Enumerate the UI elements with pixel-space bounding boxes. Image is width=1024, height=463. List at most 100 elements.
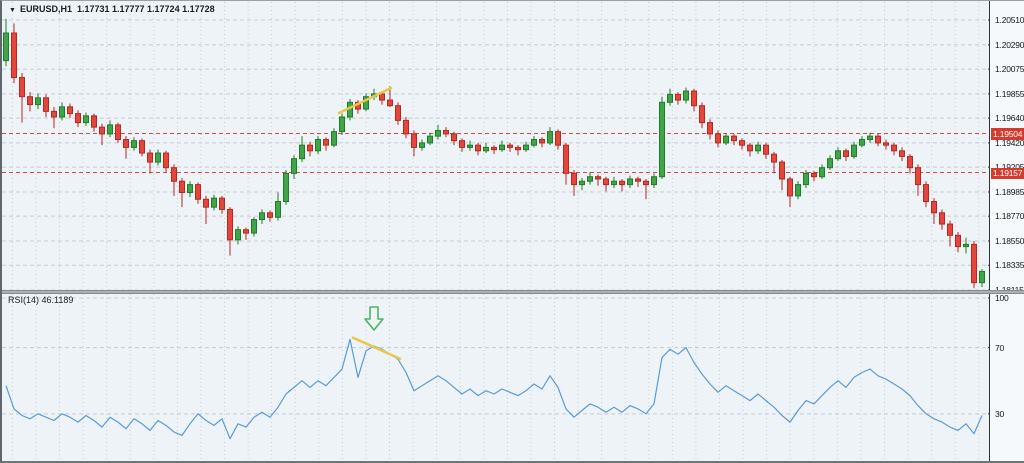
candle [803, 172, 809, 186]
candle [715, 133, 721, 144]
candle [387, 99, 393, 107]
candle [595, 176, 601, 180]
candle [483, 146, 489, 152]
candle [27, 96, 33, 106]
candle [627, 178, 633, 186]
candle [99, 126, 105, 135]
price-axis-label: 1.19640 [995, 113, 1024, 124]
candle [299, 144, 305, 160]
candle [147, 152, 153, 163]
candle [411, 133, 417, 148]
price-axis-label: 1.18335 [995, 260, 1024, 271]
chevron-down-icon[interactable]: ▼ [9, 7, 16, 14]
candle [155, 152, 161, 163]
candle [171, 167, 177, 182]
candle [139, 140, 145, 154]
price-level-tag: 1.19504 [991, 128, 1024, 140]
candle [131, 140, 137, 148]
price-axis[interactable]: 1.20510 1.20290 1.20075 1.19855 1.19640 1.194… [989, 1, 1024, 461]
candle [691, 90, 697, 107]
candle [931, 201, 937, 214]
candle [651, 176, 657, 186]
candle [83, 115, 89, 124]
candle [939, 212, 945, 225]
price-axis-label: 1.19205 [995, 162, 1024, 172]
candle [43, 97, 49, 112]
price-trendline[interactable] [337, 86, 393, 115]
candle [819, 167, 825, 178]
candle [571, 172, 577, 186]
candle [563, 144, 569, 174]
candle [515, 146, 521, 151]
rsi-trendline[interactable] [351, 336, 402, 360]
candle [459, 140, 465, 148]
price-axis-label: 100 [995, 292, 1009, 303]
candle [75, 113, 81, 124]
candle [731, 135, 737, 142]
candle [107, 124, 113, 135]
candle [227, 208, 233, 241]
down-arrow-icon[interactable] [364, 306, 384, 331]
candle [243, 229, 249, 234]
candle [587, 176, 593, 182]
candle [419, 142, 425, 148]
rsi-value: 46.1189 [41, 295, 74, 305]
candle [475, 144, 481, 152]
candle [195, 184, 201, 200]
candle [427, 135, 433, 144]
candle [67, 106, 73, 115]
candle [755, 144, 761, 152]
candle [675, 93, 681, 101]
candle [203, 198, 209, 208]
candle [267, 212, 273, 218]
candle [363, 96, 369, 110]
candle [555, 131, 561, 146]
candle [859, 139, 865, 146]
candle [899, 150, 905, 157]
candle [875, 135, 881, 144]
candle [499, 144, 505, 151]
candle [507, 144, 513, 148]
panel-separator[interactable] [2, 290, 1024, 294]
candle [187, 184, 193, 194]
candle [635, 178, 641, 182]
price-level-tag: 1.19157 [991, 167, 1024, 180]
candle [115, 124, 121, 141]
quote-ohlc-label: 1.17731 1.17777 1.17724 1.17728 [76, 4, 215, 14]
candle [947, 223, 953, 236]
candle [275, 201, 281, 218]
candle [795, 184, 801, 197]
price-axis-label: 1.18770 [995, 211, 1024, 222]
candle [883, 142, 889, 146]
rsi-indicator-label: RSI(14) 46.1189 [8, 295, 73, 305]
price-axis-label: 1.18550 [995, 235, 1024, 246]
candle [771, 153, 777, 163]
candle [867, 135, 873, 141]
candle [235, 229, 241, 241]
candle [579, 180, 585, 186]
candle [907, 155, 913, 169]
candle [219, 197, 225, 210]
candle [979, 270, 985, 284]
price-axis-label: 1.18985 [995, 186, 1024, 197]
candle [763, 144, 769, 155]
candle [851, 144, 857, 157]
candle [435, 130, 441, 137]
candle [491, 146, 497, 151]
candle [955, 234, 961, 248]
candle [915, 167, 921, 186]
candle [699, 105, 705, 124]
candle [339, 116, 345, 133]
candle [395, 105, 401, 121]
candle [259, 212, 265, 221]
candle [19, 77, 25, 98]
candle [331, 131, 337, 146]
candle [547, 131, 553, 144]
candle [779, 161, 785, 180]
candle [923, 184, 929, 203]
candle [283, 172, 289, 203]
candle [723, 135, 729, 144]
rsi-line [5, 338, 983, 440]
candle [59, 106, 65, 118]
